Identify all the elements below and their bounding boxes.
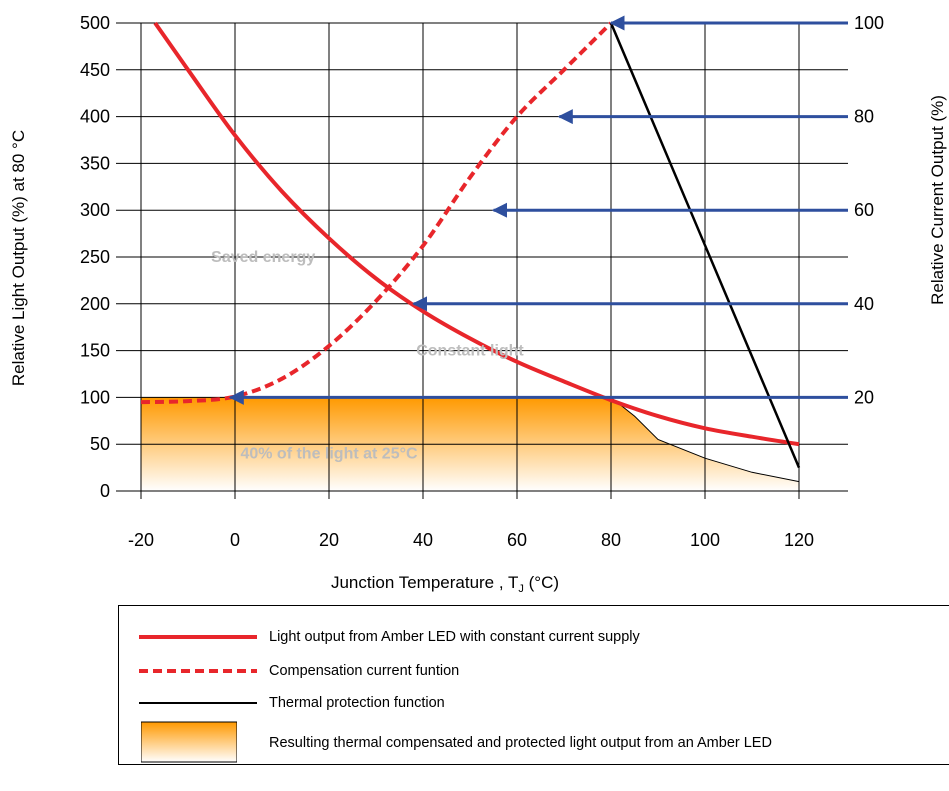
y2-tick-label: 20 [854, 387, 874, 407]
chart-annotation: Saved energy [211, 249, 315, 266]
x-tick-label: 100 [690, 530, 720, 550]
chart-annotation: Constant light [416, 343, 524, 360]
series-line-0 [153, 21, 800, 447]
y2-tick-label: 100 [854, 13, 884, 33]
y2-tick-label: 60 [854, 200, 874, 220]
chart-annotation: 40% of the light at 25°C [240, 446, 418, 463]
legend-item-compensation: Compensation current funtion [119, 654, 949, 688]
y-tick-label: 250 [80, 247, 110, 267]
y-tick-label: 300 [80, 200, 110, 220]
legend-label: Compensation current funtion [269, 663, 460, 679]
x-axis-title-sub: J [518, 583, 524, 595]
legend-symbol-solid-red [139, 635, 257, 639]
legend: Light output from Amber LED with constan… [118, 605, 949, 765]
legend-item-thermal: Thermal protection function [119, 686, 949, 720]
y-tick-label: 500 [80, 13, 110, 33]
y2-axis-title: Relative Current Output (%) [928, 95, 947, 305]
x-axis-title-unit: (°C) [524, 573, 559, 592]
legend-label: Resulting thermal compensated and protec… [269, 735, 772, 751]
y2-tick-label: 80 [854, 107, 874, 127]
x-tick-label: 20 [319, 530, 339, 550]
legend-symbol-dashed-red [139, 669, 257, 673]
legend-item-light-output: Light output from Amber LED with constan… [119, 620, 949, 654]
legend-label: Light output from Amber LED with constan… [269, 629, 640, 645]
legend-symbol-solid-black [139, 702, 257, 704]
y-tick-label: 450 [80, 60, 110, 80]
series-line-1 [140, 21, 613, 405]
y-axis-title: Relative Light Output (%) at 80 °C [9, 130, 28, 386]
x-axis-title: Junction Temperature , TJ (°C) [331, 573, 559, 595]
chart: 100 80 60 40 20 -20 0 20 40 60 80 100 120 0 50 100 150 20… [9, 13, 947, 595]
legend-symbol-gradient-box [141, 721, 237, 763]
x-tick-label: 80 [601, 530, 621, 550]
x-axis-title-main: Junction Temperature , T [331, 573, 518, 592]
legend-item-resulting: Resulting thermal compensated and protec… [119, 720, 949, 766]
legend-label: Thermal protection function [269, 695, 445, 711]
y-tick-label: 200 [80, 294, 110, 314]
y-tick-label: 400 [80, 107, 110, 127]
x-tick-label: 60 [507, 530, 527, 550]
y-tick-label: 150 [80, 341, 110, 361]
y-tick-label: 350 [80, 153, 110, 173]
y-tick-label: 50 [90, 434, 110, 454]
y2-tick-label: 40 [854, 294, 874, 314]
x-tick-label: 0 [230, 530, 240, 550]
x-tick-label: 120 [784, 530, 814, 550]
y-tick-label: 100 [80, 387, 110, 407]
y-tick-label: 0 [100, 481, 110, 501]
area-edge [610, 397, 800, 483]
series-line-2 [609, 22, 801, 469]
x-tick-label: -20 [128, 530, 154, 550]
x-tick-label: 40 [413, 530, 433, 550]
